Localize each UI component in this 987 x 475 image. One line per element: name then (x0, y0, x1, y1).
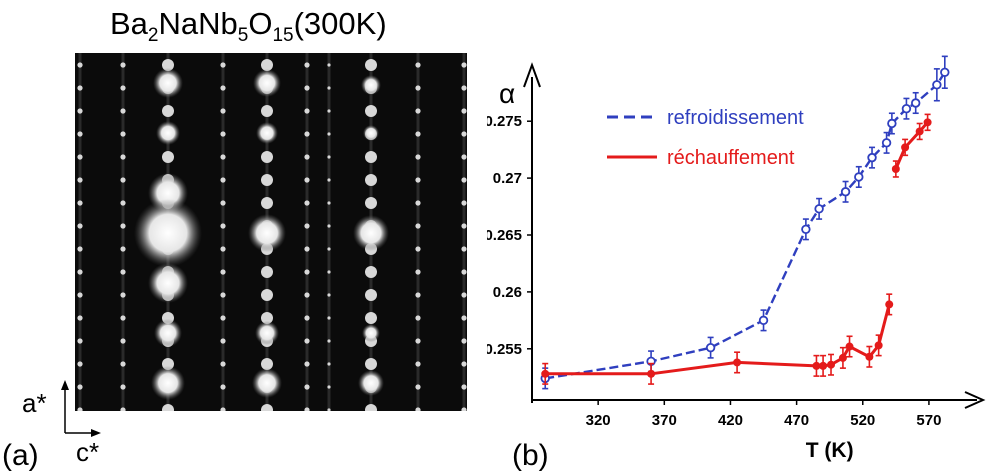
data-point (802, 226, 810, 234)
data-point (901, 143, 909, 151)
x-tick-label: 570 (916, 412, 941, 429)
y-tick-label: 0.255 (487, 341, 522, 358)
y-tick-label: 0.265 (487, 227, 522, 244)
reciprocal-axes-icon (55, 378, 115, 438)
data-point (892, 165, 900, 173)
data-point (933, 81, 941, 89)
data-point (888, 120, 896, 128)
data-point (916, 127, 924, 135)
y-tick-label: 0.26 (493, 284, 522, 301)
data-point (875, 341, 883, 349)
x-tick-label: 520 (850, 412, 875, 429)
data-point (865, 353, 873, 361)
data-point (842, 188, 850, 196)
data-point (903, 105, 911, 113)
y-tick-label: 0.27 (493, 170, 522, 187)
axis-c-star-label: c* (76, 437, 99, 468)
x-tick-label: 420 (718, 412, 743, 429)
data-point (707, 344, 715, 352)
data-point (912, 99, 920, 107)
data-point (839, 354, 847, 362)
x-tick-label: 370 (652, 412, 677, 429)
diffraction-pattern-image (75, 53, 467, 411)
data-point (647, 370, 655, 378)
data-point (733, 358, 741, 366)
data-point (815, 205, 823, 213)
data-point (541, 370, 549, 378)
data-point (883, 139, 891, 147)
x-axis-label: T (K) (806, 439, 854, 462)
axis-a-star-label: a* (22, 388, 47, 419)
data-point (941, 68, 949, 76)
series-line (545, 304, 889, 373)
legend-label: refroidissement (667, 107, 804, 129)
pattern-title: Ba2NaNb5O15(300K) (110, 6, 387, 47)
data-point (855, 173, 863, 181)
y-tick-label: 0.275 (487, 113, 522, 130)
data-point (760, 317, 768, 325)
alpha-vs-temperature-chart: 320 370 420 470 520 570 0.255 0.26 0.265 0.27 0.27… (487, 55, 987, 475)
legend: refroidissement réchauffement (607, 107, 804, 169)
legend-label: réchauffement (667, 147, 795, 169)
data-point (827, 361, 835, 369)
x-tick-label: 470 (784, 412, 809, 429)
y-axis-label: α (499, 78, 515, 109)
panel-label-a: (a) (2, 439, 39, 473)
x-tick-label: 320 (586, 412, 611, 429)
data-point (846, 343, 854, 351)
data-point (885, 300, 893, 308)
data-point (819, 362, 827, 370)
data-point (868, 154, 876, 162)
data-point (924, 118, 932, 126)
